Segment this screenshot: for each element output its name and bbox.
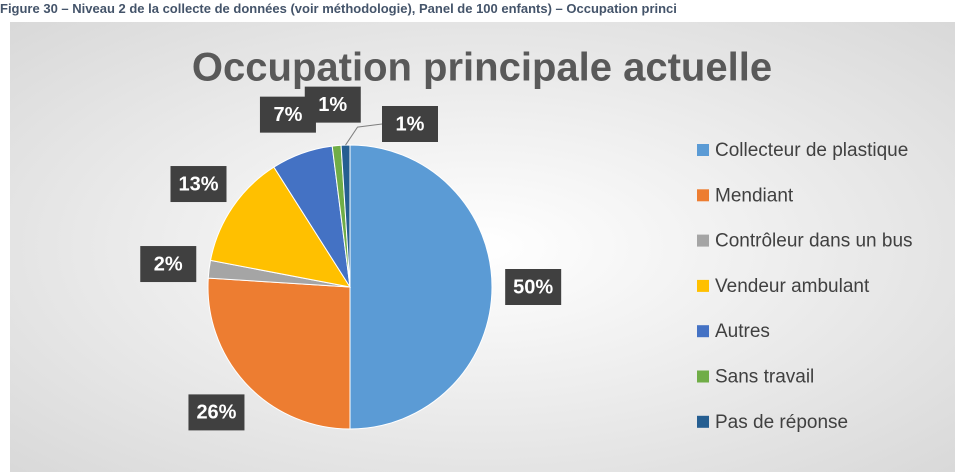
data-label: 1% — [396, 113, 425, 135]
data-label: 50% — [513, 276, 553, 298]
legend-label: Collecteur de plastique — [715, 140, 908, 161]
figure-caption: Figure 30 – Niveau 2 de la collecte de d… — [0, 1, 677, 16]
data-label: 2% — [154, 253, 183, 275]
legend-label: Sans travail — [715, 367, 814, 388]
data-label-box — [505, 269, 562, 305]
data-label-box — [304, 86, 361, 123]
legend-label: Autres — [715, 321, 770, 342]
data-label-box — [188, 394, 245, 431]
data-label: 1% — [318, 94, 347, 116]
legend-swatch — [697, 189, 709, 202]
legend-swatch — [697, 415, 709, 428]
data-label: 7% — [273, 104, 302, 126]
data-label-box — [382, 106, 438, 142]
legend-label: Vendeur ambulant — [715, 276, 870, 297]
data-label: 13% — [178, 173, 218, 195]
legend-label: Mendiant — [715, 185, 794, 206]
legend-swatch — [697, 370, 709, 383]
pie-slice — [207, 277, 351, 430]
pie-slice — [209, 166, 352, 288]
legend-swatch — [697, 144, 709, 156]
data-label-box — [140, 246, 197, 283]
legend-label: Contrôleur dans un bus — [715, 231, 913, 252]
legend-swatch — [697, 325, 709, 338]
legend-label: Pas de réponse — [715, 412, 848, 433]
chart-title: Occupation principale actuelle — [192, 46, 772, 90]
data-label-box — [170, 166, 227, 203]
legend-swatch — [697, 279, 709, 292]
pie-slice — [349, 144, 493, 430]
legend-swatch — [697, 234, 709, 247]
data-label: 26% — [196, 402, 236, 424]
leader-line — [345, 123, 383, 146]
